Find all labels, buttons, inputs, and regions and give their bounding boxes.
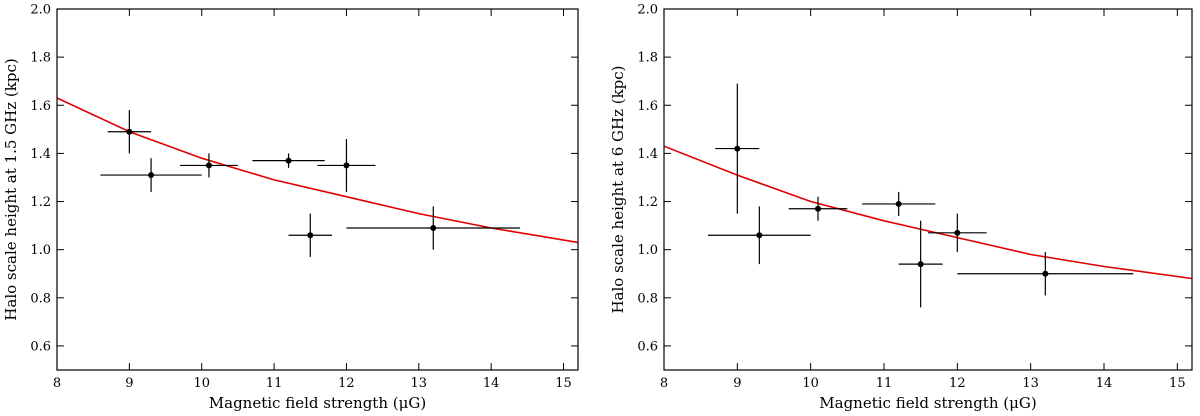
- x-tick-label: 15: [1169, 376, 1186, 391]
- x-tick-label: 9: [125, 376, 133, 391]
- y-tick-label: 0.8: [30, 291, 51, 306]
- marker: [734, 145, 741, 152]
- y-tick-label: 1.6: [637, 99, 658, 114]
- marker: [756, 232, 763, 239]
- x-tick-label: 10: [193, 376, 210, 391]
- x-axis-label: Magnetic field strength (μG): [819, 394, 1036, 412]
- data-point-2: [180, 153, 238, 178]
- data-point-5: [928, 213, 987, 253]
- x-tick-label: 8: [53, 376, 61, 391]
- x-tick-label: 9: [733, 376, 741, 391]
- x-tick-label: 8: [660, 376, 668, 391]
- data-point-6: [957, 252, 1134, 296]
- marker: [205, 162, 212, 169]
- y-tick-label: 1.0: [637, 243, 658, 258]
- y-tick-label: 1.2: [637, 195, 658, 210]
- x-tick-label: 14: [483, 376, 500, 391]
- data-point-5: [317, 138, 376, 192]
- x-tick-label: 10: [802, 376, 819, 391]
- marker: [343, 162, 350, 169]
- marker: [815, 205, 821, 212]
- marker: [126, 128, 133, 135]
- y-tick-label: 1.4: [30, 147, 51, 162]
- y-axis-label: Halo scale height at 6 GHz (kpc): [609, 65, 627, 313]
- x-tick-label: 14: [1096, 376, 1113, 391]
- marker: [307, 232, 314, 239]
- y-tick-label: 0.6: [30, 339, 51, 354]
- marker: [285, 157, 292, 164]
- x-tick-label: 13: [1022, 376, 1039, 391]
- x-axis-label: Magnetic field strength (μG): [209, 394, 426, 412]
- y-tick-label: 0.6: [637, 339, 658, 354]
- x-tick-label: 15: [555, 376, 572, 391]
- x-tick-label: 11: [266, 376, 283, 391]
- data-point-1: [100, 158, 202, 192]
- plot-frame: [56, 8, 579, 371]
- data-point-2: [788, 196, 848, 221]
- fit-curve: [57, 97, 578, 244]
- data-point-4: [288, 213, 332, 257]
- marker: [430, 225, 437, 232]
- fit-curve: [664, 145, 1192, 280]
- data-point-3: [862, 191, 936, 216]
- x-tick-label: 13: [411, 376, 428, 391]
- y-tick-label: 1.8: [30, 51, 51, 66]
- marker: [1042, 270, 1049, 277]
- marker: [917, 261, 924, 268]
- x-tick-label: 11: [876, 376, 893, 391]
- data-point-0: [715, 83, 760, 214]
- y-tick-label: 1.0: [30, 243, 51, 258]
- plot-frame: [663, 8, 1193, 371]
- marker: [895, 200, 902, 207]
- marker: [954, 229, 961, 236]
- y-tick-label: 1.8: [637, 51, 658, 66]
- y-tick-label: 1.4: [637, 147, 658, 162]
- marker: [148, 172, 155, 179]
- y-tick-label: 2.0: [637, 3, 658, 18]
- data-point-4: [898, 220, 943, 308]
- data-point-1: [708, 206, 811, 265]
- left-panel: 8 9 10 11 12 13 14 15 0.6 0.8 1.0 1.2 1.4 1.6 1.8 2.0 Ma…: [2, 3, 579, 412]
- x-tick-label: 12: [949, 376, 966, 391]
- y-tick-label: 1.6: [30, 99, 51, 114]
- y-tick-label: 1.2: [30, 195, 51, 210]
- data-point-6: [346, 206, 521, 250]
- x-tick-label: 12: [338, 376, 355, 391]
- y-tick-label: 2.0: [30, 3, 51, 18]
- data-point-0: [107, 110, 152, 154]
- data-point-3: [252, 153, 325, 168]
- y-tick-label: 0.8: [637, 291, 658, 306]
- y-axis-label: Halo scale height at 1.5 GHz (kpc): [2, 58, 20, 320]
- right-panel: 8 9 10 11 12 13 14 15 0.6 0.8 1.0 1.2 1.4 1.6 1.8 2.0 Ma…: [609, 3, 1193, 412]
